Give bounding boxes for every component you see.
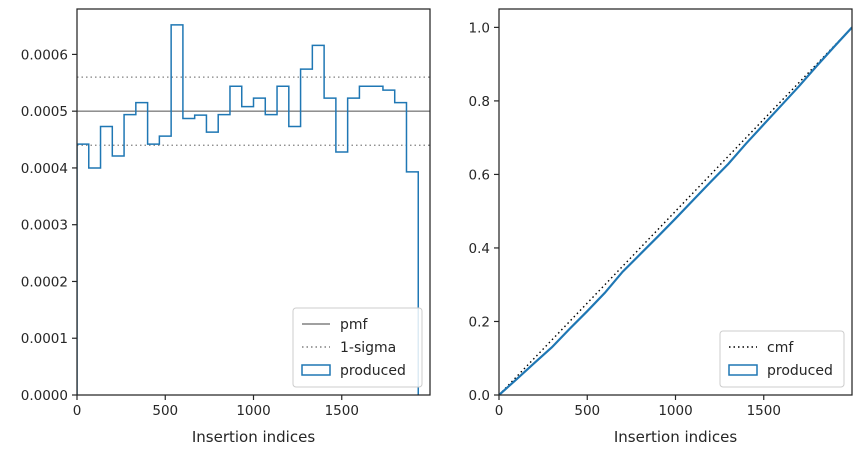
x-axis-label: Insertion indices [614, 428, 737, 446]
right-panel-cmf: 0 500 1000 1500 0.0 0.2 0.4 0.6 0.8 1.0 Insertion … [469, 9, 852, 446]
histogram-bin [206, 132, 218, 395]
y-tick-label: 1.0 [469, 20, 490, 36]
histogram-bin [218, 115, 230, 395]
y-tick-label: 0.4 [469, 241, 490, 257]
y-tick-label: 0.8 [469, 94, 490, 110]
histogram-bin [254, 98, 266, 395]
y-tick-label: 0.2 [469, 314, 490, 330]
histogram-bin [159, 136, 171, 395]
x-axis-label: Insertion indices [192, 428, 315, 446]
y-tick-label: 0.6 [469, 167, 490, 183]
x-tick-label: 1500 [747, 403, 781, 419]
histogram-bin [136, 103, 148, 395]
histogram-bin [195, 115, 207, 395]
legend-label: pmf [340, 317, 369, 333]
y-tick-label: 0.0006 [21, 47, 68, 63]
histogram-bin [277, 86, 289, 395]
x-tick-label: 1500 [325, 403, 359, 419]
left-legend: pmf 1-sigma produced [293, 308, 422, 387]
legend-label: produced [767, 363, 833, 379]
histogram-bin [89, 168, 101, 395]
histogram-bin [183, 119, 195, 395]
y-tick-label: 0.0001 [21, 331, 68, 347]
x-tick-label: 1000 [236, 403, 270, 419]
x-tick-label: 500 [574, 403, 600, 419]
histogram-bin [265, 115, 277, 395]
y-tick-label: 0.0002 [21, 274, 68, 290]
x-tick-label: 0 [495, 403, 504, 419]
x-tick-label: 500 [152, 403, 178, 419]
histogram-bin [242, 107, 254, 395]
right-legend: cmf produced [720, 331, 844, 387]
y-tick-label: 0.0000 [21, 388, 68, 404]
y-tick-label: 0.0003 [21, 218, 68, 234]
x-tick-label: 0 [73, 403, 82, 419]
histogram-bin [171, 25, 183, 395]
x-tick-label: 1000 [658, 403, 692, 419]
y-tick-label: 0.0 [469, 388, 490, 404]
histogram-bin [112, 156, 124, 395]
histogram-bin [148, 144, 160, 395]
y-tick-label: 0.0005 [21, 104, 68, 120]
histogram-bin [230, 86, 242, 395]
left-panel-pmf-histogram: 0 500 1000 1500 0.0000 0.0001 0.0002 0.0003 0.00… [21, 9, 430, 446]
legend-label: cmf [767, 340, 794, 356]
y-tick-label: 0.0004 [21, 161, 68, 177]
histogram-bin [77, 144, 89, 395]
histogram-bin [124, 115, 136, 395]
legend-label: produced [340, 363, 406, 379]
legend-label: 1-sigma [340, 340, 396, 356]
histogram-bin [101, 127, 113, 395]
